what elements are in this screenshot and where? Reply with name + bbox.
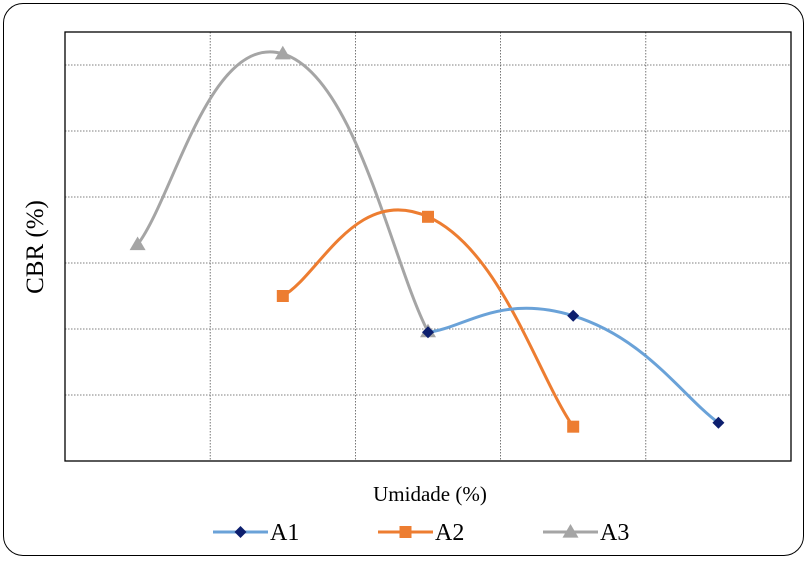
y-axis-label: CBR (%)	[22, 200, 49, 294]
legend-label-a2: A2	[435, 520, 464, 546]
data-point-a1	[422, 326, 434, 339]
legend-label-a3: A3	[600, 520, 629, 546]
series-lines	[136, 50, 720, 429]
legend-marker-a1	[234, 526, 247, 538]
legend: A1 A2 A3	[213, 520, 629, 546]
series-line-a3	[136, 50, 430, 334]
legend-label-a1: A1	[270, 520, 299, 546]
data-point-a2	[422, 210, 434, 223]
data-point-a2	[276, 290, 289, 302]
plot-area	[64, 31, 792, 462]
series-markers	[129, 45, 725, 433]
data-point-a1	[567, 309, 580, 322]
data-point-a3	[274, 45, 291, 60]
series-line-a1	[426, 306, 720, 425]
grid-lines	[65, 32, 791, 461]
data-point-a3	[129, 236, 146, 251]
data-point-a1	[712, 416, 725, 429]
chart-frame	[3, 3, 804, 556]
legend-marker-a2	[399, 526, 412, 538]
x-axis-label: Umidade (%)	[373, 482, 487, 506]
legend-marker-a3	[562, 524, 579, 538]
data-point-a2	[567, 420, 580, 433]
series-line-a2	[281, 208, 575, 429]
